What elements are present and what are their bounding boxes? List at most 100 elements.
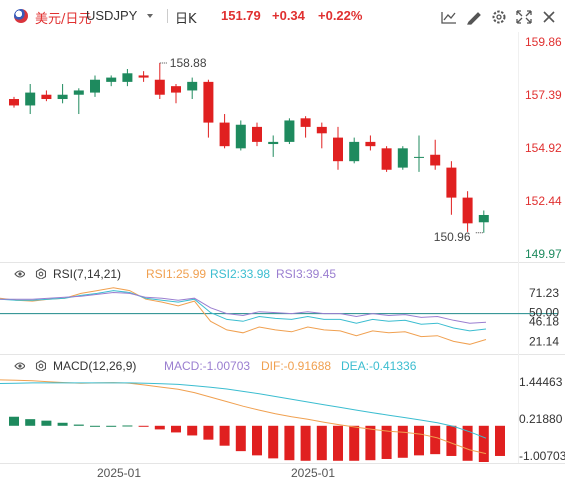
fullscreen-icon[interactable] [515, 9, 533, 25]
candle-body [9, 99, 19, 106]
eye-icon[interactable] [14, 360, 25, 371]
rsi-tick-label: 21.14 [529, 334, 559, 348]
candle-body [235, 124, 246, 149]
macd-histogram-bar [154, 425, 165, 430]
macd-histogram-bar [25, 419, 36, 426]
macd-histogram-bar [122, 425, 133, 427]
candle-body [333, 137, 343, 162]
macd-histogram-bar [478, 425, 489, 462]
macd-histogram-bar [203, 425, 214, 440]
macd-histogram-bar [187, 425, 198, 436]
rsi-title: RSI(7,14,21) [53, 267, 122, 281]
rsi-tick-label: 50.00 [529, 306, 559, 320]
candle-body [122, 73, 133, 82]
candle-body [25, 92, 36, 106]
candle-body [300, 118, 311, 127]
rsi-tick-label: 46.18 [529, 314, 559, 328]
rsi3-value: RSI3:39.45 [276, 267, 337, 281]
macd-histogram-bar [446, 425, 457, 456]
candle-body [73, 90, 84, 95]
candle-body [252, 126, 262, 142]
candle-body [154, 79, 165, 95]
divider [167, 9, 168, 23]
macd-histogram-bar [235, 425, 246, 452]
candle-body [284, 120, 295, 142]
macd-histogram-bar [365, 425, 376, 461]
symbol-name[interactable]: 美元/日元 [35, 12, 92, 27]
candle-body [397, 148, 408, 168]
price-tick-label: 154.92 [525, 141, 562, 155]
candle-body [316, 126, 327, 134]
macd-histogram-bar [397, 425, 408, 458]
price-change-percent: +0.22% [318, 8, 363, 23]
macd-legend: MACD(12,26,9) MACD:-1.00703 DIF:-0.91688… [0, 359, 565, 373]
macd-histogram-bar [106, 425, 117, 427]
macd-histogram-bar [414, 425, 424, 456]
price-change: +0.34 [272, 8, 305, 23]
dea-line [0, 382, 487, 439]
macd-histogram-bar [41, 420, 52, 426]
macd-histogram-bar [430, 425, 441, 455]
candle-body [171, 86, 181, 93]
price-tick-label: 149.97 [525, 247, 562, 261]
date-tick-label: 2025-01 [97, 466, 141, 480]
candle-body [41, 94, 52, 100]
macd-histogram-bar [349, 425, 360, 461]
rsi-series-line [0, 290, 487, 332]
macd-tick-label: 1.44463 [519, 375, 563, 389]
candle-body [203, 81, 214, 123]
macd-title: MACD(12,26,9) [53, 359, 137, 373]
dea-value: DEA:-0.41336 [341, 359, 417, 373]
high-price-label: 158.88 [170, 56, 207, 70]
gear-icon[interactable] [35, 360, 46, 371]
macd-histogram-bar [300, 425, 311, 461]
flag-icon [14, 9, 28, 23]
dif-value: DIF:-0.91688 [261, 359, 332, 373]
toolbar: 美元/日元 USDJPY 日K 151.79 +0.34 +0.22% [0, 0, 565, 32]
chart-settings-icon[interactable] [440, 9, 458, 25]
eye-icon[interactable] [14, 268, 25, 279]
macd-histogram-bar [90, 425, 100, 427]
macd-histogram-bar [381, 425, 392, 459]
candle-body [462, 197, 473, 224]
macd-tick-label: 0.21880 [519, 412, 563, 426]
candle-body [365, 141, 376, 147]
draw-icon[interactable] [465, 9, 483, 25]
macd-histogram-bar [252, 425, 262, 456]
candle-body [57, 94, 68, 100]
dropdown-icon[interactable] [147, 14, 153, 18]
candle-body [219, 122, 230, 147]
candle-body [430, 154, 441, 166]
settings-icon[interactable] [490, 9, 508, 25]
rsi-legend: RSI(7,14,21) RSI1:25.99 RSI2:33.98 RSI3:… [0, 267, 565, 281]
macd-histogram-bar [268, 425, 279, 459]
period-selector[interactable]: 日K [175, 12, 197, 27]
candle-body [446, 167, 457, 198]
macd-tick-label: -1.00703 [519, 449, 565, 463]
price-tick-label: 159.86 [525, 35, 562, 49]
macd-histogram-bar [333, 425, 343, 461]
candle-body [381, 148, 392, 170]
macd-histogram-bar [219, 425, 230, 446]
macd-histogram-bar [73, 424, 84, 426]
rsi-tick-label: 71.23 [529, 286, 559, 300]
candle-body [106, 77, 117, 82]
price-tick-label: 157.39 [525, 88, 562, 102]
macd-histogram-bar [462, 425, 473, 461]
macd-histogram-bar [495, 425, 505, 456]
gear-icon[interactable] [35, 268, 46, 279]
last-price: 151.79 [221, 8, 261, 23]
rsi-series-line [0, 287, 487, 345]
candle-body [187, 81, 198, 91]
macd-value: MACD:-1.00703 [164, 359, 251, 373]
macd-histogram-bar [57, 422, 68, 426]
symbol-code[interactable]: USDJPY [86, 8, 138, 23]
close-icon[interactable] [540, 9, 558, 25]
macd-histogram-bar [138, 425, 149, 427]
rsi1-value: RSI1:25.99 [146, 267, 207, 281]
candle-body [268, 141, 279, 145]
macd-histogram-bar [316, 425, 327, 461]
candle-body [349, 141, 360, 162]
date-tick-label: 2025-01 [291, 466, 335, 480]
